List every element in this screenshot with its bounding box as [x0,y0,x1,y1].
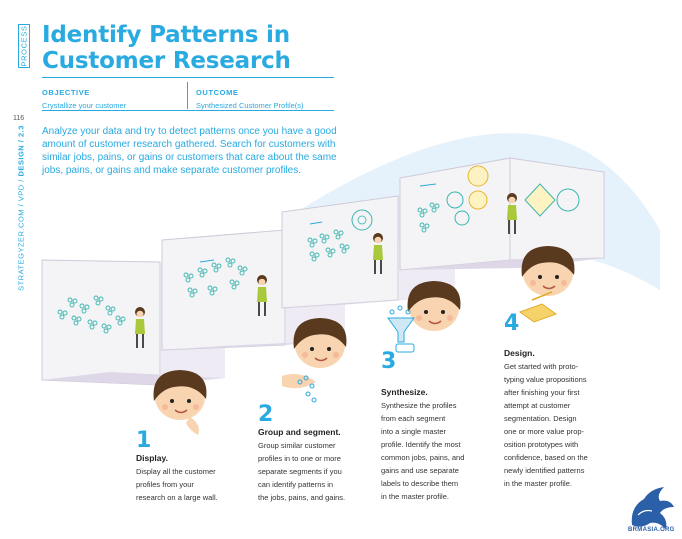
page-number: 116 [13,115,25,122]
brmasia-logo-icon [631,487,674,529]
outcome-label: OUTCOME [196,88,239,97]
step-4-description: Get started with proto- typing value pro… [504,362,588,488]
step-2-description: Group similar customer profiles in to on… [258,441,346,502]
step-4-title: Design. [504,348,535,358]
objective-label: OBJECTIVE [42,88,90,97]
title-rule [42,77,334,78]
intro-paragraph: Analyze your data and try to detect patt… [42,126,337,176]
step-2-number: 2 [258,402,274,427]
face-display [152,369,208,435]
hands-group [282,374,317,403]
column-divider [187,82,188,109]
step-1-number: 1 [136,428,152,453]
meta-rule [42,110,334,111]
step-1-title: Display. [136,453,168,463]
prototype-design [518,291,558,323]
step-4-number: 4 [504,311,520,336]
face-synthesize [406,280,462,332]
step-3-number: 3 [381,349,397,374]
page-title: Identify Patterns in Customer Research [42,22,291,74]
room-design [399,157,605,271]
logo-text: BRMASIA.ORG [628,527,675,533]
objective-value: Crystallize your customer [42,101,127,110]
funnel-synthesize [387,305,415,353]
step-3-description: Synthesize the profiles from each segmen… [381,401,465,501]
process-tab: PROCESS [18,24,30,68]
step-1-description: Display all the customer profiles from y… [136,467,218,502]
outcome-value: Synthesized Customer Profile(s) [196,101,304,110]
face-design [520,245,576,297]
step-3-title: Synthesize. [381,387,428,397]
face-group [292,317,348,369]
step-2-title: Group and segment. [258,427,341,437]
